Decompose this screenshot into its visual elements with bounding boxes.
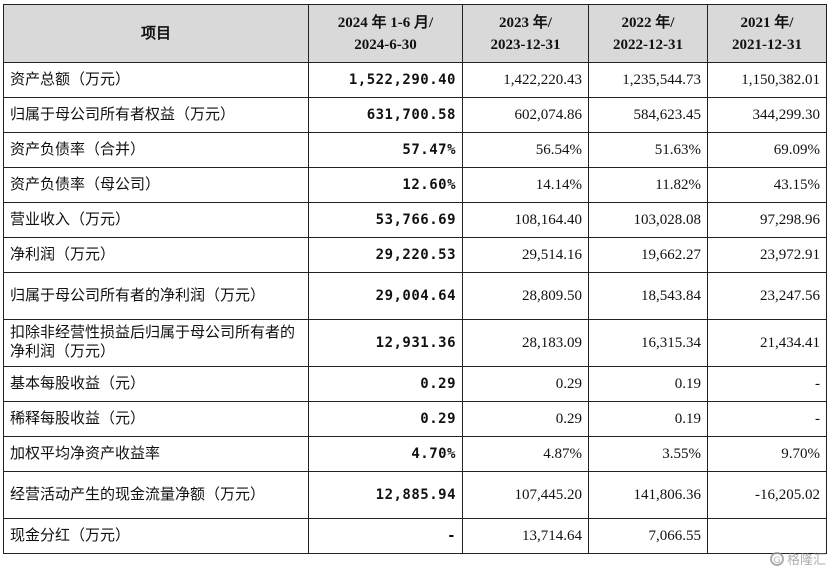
value-2024h1: 53,766.69	[308, 202, 463, 238]
value-2022: 51.63%	[588, 132, 708, 168]
table-row: 现金分红（万元） - 13,714.64 7,066.55	[3, 518, 827, 554]
value-2021: 344,299.30	[707, 97, 827, 133]
table-row: 扣除非经营性损益后归属于母公司所有者的净利润（万元） 12,931.36 28,…	[3, 319, 827, 367]
value-2022: 7,066.55	[588, 518, 708, 554]
value-2022: 584,623.45	[588, 97, 708, 133]
value-2021: -	[707, 401, 827, 437]
table-row: 归属于母公司所有者权益（万元） 631,700.58 602,074.86 58…	[3, 97, 827, 133]
value-2023: 29,514.16	[462, 237, 589, 273]
value-2021: 21,434.41	[707, 319, 827, 367]
value-2023: 28,809.50	[462, 272, 589, 320]
header-2022: 2022 年/ 2022-12-31	[588, 4, 708, 63]
value-2021: 1,150,382.01	[707, 62, 827, 98]
value-2024h1: 0.29	[308, 366, 463, 402]
row-label: 营业收入（万元）	[3, 202, 309, 238]
row-label: 基本每股收益（元）	[3, 366, 309, 402]
table-row: 资产总额（万元） 1,522,290.40 1,422,220.43 1,235…	[3, 62, 827, 98]
value-2021: 69.09%	[707, 132, 827, 168]
value-2021: 9.70%	[707, 436, 827, 472]
value-2022: 18,543.84	[588, 272, 708, 320]
row-label: 归属于母公司所有者权益（万元）	[3, 97, 309, 133]
value-2024h1: 29,004.64	[308, 272, 463, 320]
value-2021	[707, 518, 827, 554]
row-label: 加权平均净资产收益率	[3, 436, 309, 472]
value-2022: 19,662.27	[588, 237, 708, 273]
value-2021: 23,247.56	[707, 272, 827, 320]
value-2024h1: 4.70%	[308, 436, 463, 472]
value-2024h1: 12,931.36	[308, 319, 463, 367]
value-2021: 23,972.91	[707, 237, 827, 273]
value-2024h1: 12,885.94	[308, 471, 463, 519]
value-2024h1: 57.47%	[308, 132, 463, 168]
header-2024h1: 2024 年 1-6 月/ 2024-6-30	[308, 4, 463, 63]
watermark-logo-icon: G	[769, 551, 784, 566]
value-2022: 0.19	[588, 366, 708, 402]
row-label: 资产负债率（母公司）	[3, 167, 309, 203]
watermark-text: 格隆汇	[786, 553, 826, 568]
value-2022: 0.19	[588, 401, 708, 437]
value-2024h1: 29,220.53	[308, 237, 463, 273]
value-2024h1: 631,700.58	[308, 97, 463, 133]
value-2022: 1,235,544.73	[588, 62, 708, 98]
value-2023: 4.87%	[462, 436, 589, 472]
value-2021: 43.15%	[707, 167, 827, 203]
row-label: 扣除非经营性损益后归属于母公司所有者的净利润（万元）	[3, 319, 309, 367]
row-label: 归属于母公司所有者的净利润（万元）	[3, 272, 309, 320]
header-item: 项目	[3, 4, 309, 63]
value-2023: 14.14%	[462, 167, 589, 203]
header-2023-line2: 2023-12-31	[490, 36, 561, 53]
watermark: G 格隆汇	[769, 549, 826, 568]
table-row: 营业收入（万元） 53,766.69 108,164.40 103,028.08…	[3, 202, 827, 238]
header-2021-line2: 2021-12-31	[732, 36, 802, 53]
table-row: 净利润（万元） 29,220.53 29,514.16 19,662.27 23…	[3, 237, 827, 273]
row-label: 经营活动产生的现金流量净额（万元）	[3, 471, 309, 519]
value-2023: 108,164.40	[462, 202, 589, 238]
table-header-row: 项目 2024 年 1-6 月/ 2024-6-30 2023 年/ 2023-…	[3, 4, 827, 63]
table-row: 稀释每股收益（元） 0.29 0.29 0.19 -	[3, 401, 827, 437]
value-2023: 0.29	[462, 366, 589, 402]
value-2023: 56.54%	[462, 132, 589, 168]
value-2023: 107,445.20	[462, 471, 589, 519]
value-2021: -	[707, 366, 827, 402]
value-2023: 1,422,220.43	[462, 62, 589, 98]
table-row: 加权平均净资产收益率 4.70% 4.87% 3.55% 9.70%	[3, 436, 827, 472]
header-2021-line1: 2021 年/	[740, 14, 794, 31]
header-2023: 2023 年/ 2023-12-31	[462, 4, 589, 63]
value-2023: 0.29	[462, 401, 589, 437]
row-label: 资产总额（万元）	[3, 62, 309, 98]
value-2021: 97,298.96	[707, 202, 827, 238]
row-label: 资产负债率（合并）	[3, 132, 309, 168]
financial-table: 项目 2024 年 1-6 月/ 2024-6-30 2023 年/ 2023-…	[3, 4, 827, 554]
value-2022: 3.55%	[588, 436, 708, 472]
header-2023-line1: 2023 年/	[499, 14, 552, 31]
value-2024h1: -	[308, 518, 463, 554]
value-2023: 602,074.86	[462, 97, 589, 133]
table-row: 经营活动产生的现金流量净额（万元） 12,885.94 107,445.20 1…	[3, 471, 827, 519]
row-label: 稀释每股收益（元）	[3, 401, 309, 437]
table-row: 资产负债率（合并） 57.47% 56.54% 51.63% 69.09%	[3, 132, 827, 168]
header-2024h1-line1: 2024 年 1-6 月/	[337, 14, 434, 31]
header-2024h1-line2: 2024-6-30	[354, 36, 417, 53]
table-row: 归属于母公司所有者的净利润（万元） 29,004.64 28,809.50 18…	[3, 272, 827, 320]
value-2023: 28,183.09	[462, 319, 589, 367]
row-label: 现金分红（万元）	[3, 518, 309, 554]
header-2022-line1: 2022 年/	[621, 14, 675, 31]
value-2024h1: 1,522,290.40	[308, 62, 463, 98]
header-2022-line2: 2022-12-31	[613, 36, 683, 53]
value-2022: 11.82%	[588, 167, 708, 203]
header-2021: 2021 年/ 2021-12-31	[707, 4, 827, 63]
table-row: 基本每股收益（元） 0.29 0.29 0.19 -	[3, 366, 827, 402]
row-label: 净利润（万元）	[3, 237, 309, 273]
value-2022: 16,315.34	[588, 319, 708, 367]
value-2022: 141,806.36	[588, 471, 708, 519]
table-row: 资产负债率（母公司） 12.60% 14.14% 11.82% 43.15%	[3, 167, 827, 203]
value-2022: 103,028.08	[588, 202, 708, 238]
value-2023: 13,714.64	[462, 518, 589, 554]
value-2024h1: 12.60%	[308, 167, 463, 203]
value-2024h1: 0.29	[308, 401, 463, 437]
value-2021: -16,205.02	[707, 471, 827, 519]
